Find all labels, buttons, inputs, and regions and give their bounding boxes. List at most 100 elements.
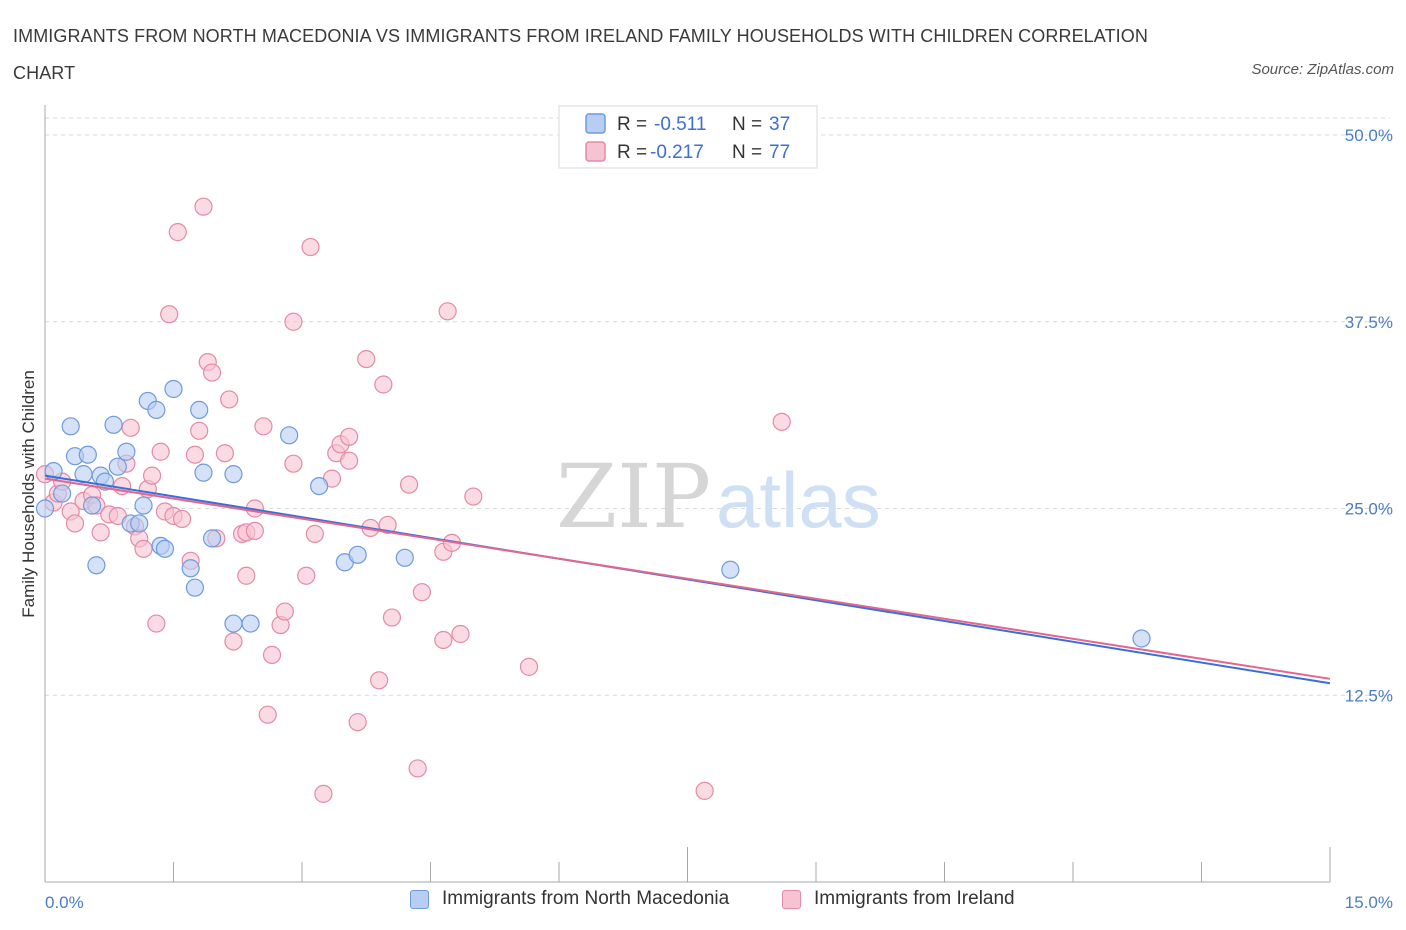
axis-layer <box>44 105 1331 883</box>
point-north-macedonia <box>224 614 243 633</box>
point-ireland <box>151 442 170 461</box>
point-ireland <box>194 197 213 216</box>
point-north-macedonia <box>181 559 200 578</box>
point-ireland <box>237 566 256 585</box>
point-north-macedonia <box>104 415 123 434</box>
legend-swatch-pink <box>585 141 606 162</box>
point-ireland <box>301 237 320 257</box>
point-north-macedonia <box>53 484 72 503</box>
trend-layer <box>44 474 1331 685</box>
legend-n-label-2: N = <box>732 142 762 163</box>
point-north-macedonia <box>130 514 149 533</box>
y-tick-label: 12.5% <box>1345 686 1393 705</box>
point-ireland <box>254 417 273 436</box>
point-north-macedonia <box>87 556 106 575</box>
watermark-zip: ZIP <box>556 445 711 548</box>
y-tick-label: 37.5% <box>1345 313 1393 332</box>
legend-n-label-1: N = <box>732 114 762 135</box>
point-ireland <box>172 509 192 529</box>
legend-swatch-blue <box>585 113 606 134</box>
point-north-macedonia <box>224 465 243 484</box>
point-ireland <box>202 363 222 382</box>
point-ireland <box>65 514 85 533</box>
point-ireland <box>142 466 162 485</box>
point-ireland <box>275 602 294 621</box>
point-ireland <box>168 223 187 242</box>
point-north-macedonia <box>721 560 740 579</box>
y-axis-title: Family Households with Children <box>19 370 38 618</box>
point-ireland <box>374 375 393 394</box>
point-ireland <box>185 445 205 464</box>
bottom-legend-swatch-pink <box>782 889 801 909</box>
point-ireland <box>464 487 483 506</box>
point-ireland <box>160 305 179 324</box>
source-label: Source: ZipAtlas.com <box>1251 61 1394 78</box>
point-ireland <box>224 632 243 651</box>
x-tick-label-min: 0.0% <box>45 893 84 912</box>
point-ireland <box>284 454 303 473</box>
point-north-macedonia <box>194 463 213 482</box>
point-ireland <box>147 614 166 633</box>
bottom-legend-swatch-blue <box>410 889 429 909</box>
stats-legend: R = -0.511 N = 37 R = -0.217 N = 77 <box>558 105 818 169</box>
bottom-legend-label-2: Immigrants from Ireland <box>814 888 1015 909</box>
point-north-macedonia <box>241 614 260 633</box>
point-ireland <box>357 350 376 369</box>
point-ireland <box>215 444 234 463</box>
point-ireland <box>378 515 397 535</box>
point-ireland <box>382 608 402 627</box>
legend-r-label-1: R = <box>617 114 647 135</box>
grid-layer <box>45 117 1390 696</box>
legend-n-value-1: 37 <box>769 114 790 135</box>
point-ireland <box>245 521 264 541</box>
point-ireland <box>314 784 333 803</box>
point-ireland <box>190 421 209 440</box>
point-ireland <box>121 418 140 437</box>
point-north-macedonia <box>164 379 183 399</box>
point-north-macedonia <box>310 476 329 496</box>
y-tick-label: 25.0% <box>1345 500 1393 519</box>
point-ireland <box>297 566 316 585</box>
point-ireland <box>340 451 359 470</box>
point-north-macedonia <box>134 496 153 515</box>
trend-line-ireland <box>44 477 1331 680</box>
point-ireland <box>412 583 432 602</box>
chart-title: IMMIGRANTS FROM NORTH MACEDONIA VS IMMIG… <box>13 26 1148 83</box>
point-ireland <box>258 705 277 724</box>
point-ireland <box>305 524 324 543</box>
point-north-macedonia <box>78 445 97 464</box>
point-ireland <box>399 475 419 494</box>
point-north-macedonia <box>83 496 102 515</box>
point-north-macedonia <box>280 426 299 445</box>
point-north-macedonia <box>61 417 80 436</box>
point-north-macedonia <box>395 548 414 567</box>
point-ireland <box>408 759 427 778</box>
point-ireland <box>284 312 303 331</box>
point-north-macedonia <box>147 400 166 419</box>
point-ireland <box>134 539 153 558</box>
point-ireland <box>438 302 457 321</box>
bottom-legend-item-2: Immigrants from Ireland <box>782 888 1015 910</box>
point-north-macedonia <box>190 400 209 419</box>
point-ireland <box>370 671 389 690</box>
bottom-legend: Immigrants from North Macedonia Immigran… <box>0 888 1406 918</box>
point-ireland <box>772 412 791 431</box>
point-north-macedonia <box>202 529 222 548</box>
point-ireland <box>434 630 453 650</box>
legend-n-value-2: 77 <box>769 142 790 163</box>
legend-r-label-2: R = <box>617 142 647 163</box>
watermark: ZIP atlas <box>556 445 881 548</box>
point-ireland <box>451 624 470 644</box>
points-layer <box>35 197 1151 803</box>
point-ireland <box>340 427 359 446</box>
bottom-legend-item-1: Immigrants from North Macedonia <box>410 888 729 910</box>
point-ireland <box>262 645 282 665</box>
legend-r-value-1: -0.511 <box>654 114 706 135</box>
point-north-macedonia <box>155 539 175 558</box>
point-ireland <box>695 781 714 800</box>
point-ireland <box>220 390 239 409</box>
y-tick-label: 50.0% <box>1345 126 1393 145</box>
point-north-macedonia <box>35 499 55 518</box>
point-ireland <box>519 657 539 676</box>
